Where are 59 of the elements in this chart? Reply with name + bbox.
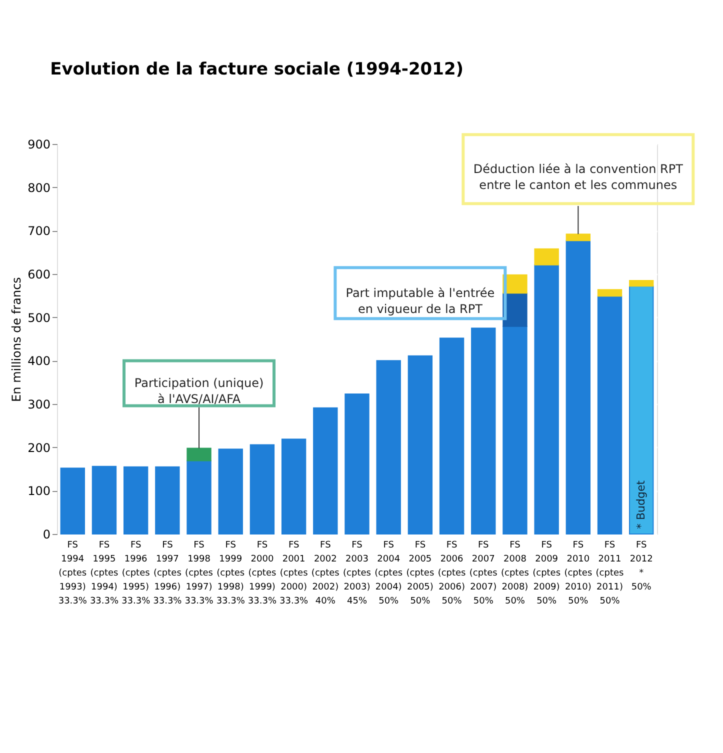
bar	[502, 326, 528, 534]
x-tick-label: FS 2002 (cptes 2002) 40%	[311, 540, 340, 606]
x-tick-label: FS 1996 (cptes 1995) 33.3%	[122, 540, 151, 606]
x-tick-label: FS 1999 (cptes 1998) 33.3%	[216, 540, 246, 606]
annotation: Déduction liée à la convention RPT entre le canton et les communes	[473, 162, 684, 192]
x-tick-label: FS 2007 (cptes 2007) 50%	[469, 540, 498, 606]
x-tick-label: FS 2010 (cptes 2010) 50%	[564, 540, 592, 606]
x-tick-label: FS 2011 (cptes 2011) 50%	[596, 540, 624, 606]
bar	[186, 460, 212, 534]
bar	[597, 289, 622, 297]
bar	[155, 466, 180, 534]
x-tick-label: FS 2008 (cptes 2008) 50%	[501, 540, 530, 606]
bar	[281, 438, 306, 534]
y-tick-label: 300	[28, 398, 50, 412]
annotation: Part imputable à l'entrée en vigueur de la RPT	[346, 286, 495, 316]
bar	[92, 466, 117, 534]
bar	[629, 286, 654, 534]
bar	[186, 448, 212, 462]
annotation: Participation (unique) à l'AVS/AI/AFA	[134, 376, 264, 406]
x-tick-label: FS 2000 (cptes 1999) 33.3%	[248, 540, 277, 606]
bar	[534, 264, 559, 534]
x-tick-label: FS 2004 (cptes 2004) 50%	[374, 540, 403, 606]
x-tick-label: FS 1997 (cptes 1996) 33.3%	[153, 540, 182, 606]
x-tick-label: FS 2003 (cptes 2003) 45%	[343, 540, 372, 606]
y-tick-label: 100	[28, 484, 50, 498]
bar	[218, 448, 243, 534]
bar	[250, 444, 275, 534]
bar	[471, 328, 496, 534]
bar	[629, 280, 654, 287]
y-tick-label: 600	[28, 268, 50, 282]
y-tick-label: 400	[28, 354, 50, 368]
x-tick-label: FS 2006 (cptes 2006) 50%	[438, 540, 466, 606]
x-tick-label: FS 1995 (cptes 1994) 33.3%	[90, 540, 119, 606]
x-tick-label: FS 2009 (cptes 2009) 50%	[532, 540, 561, 606]
y-axis-title: En millions de francs	[10, 277, 24, 402]
bar	[376, 360, 401, 534]
y-tick-label: 900	[28, 138, 50, 152]
y-tick-label: 700	[28, 224, 50, 238]
bar	[566, 240, 591, 534]
y-tick-label: 200	[28, 440, 50, 455]
x-tick-label: FS 2005 (cptes 2005) 50%	[406, 540, 434, 606]
bar	[439, 338, 464, 534]
bar	[123, 466, 148, 534]
y-tick-label: 800	[28, 180, 50, 195]
bar	[597, 296, 622, 534]
x-tick-label: FS 1998 (cptes 1997) 33.3%	[184, 540, 214, 606]
bar	[60, 468, 85, 534]
y-tick-label: 500	[28, 310, 50, 325]
bar	[566, 234, 591, 242]
y-tick-label: 0	[42, 528, 50, 542]
bar	[534, 248, 559, 266]
x-tick-label: FS 1994 (cptes 1993) 33.3%	[58, 540, 88, 606]
annotation: * Budget	[634, 480, 648, 529]
bar	[344, 394, 370, 534]
x-tick-label: FS 2001 (cptes 2000) 33.3%	[280, 540, 309, 606]
chart-title: Evolution de la facture sociale (1994-2012)	[50, 60, 464, 80]
bar	[313, 407, 338, 534]
bar	[408, 355, 433, 534]
x-tick-label: FS 2012 * 50%	[630, 540, 653, 592]
